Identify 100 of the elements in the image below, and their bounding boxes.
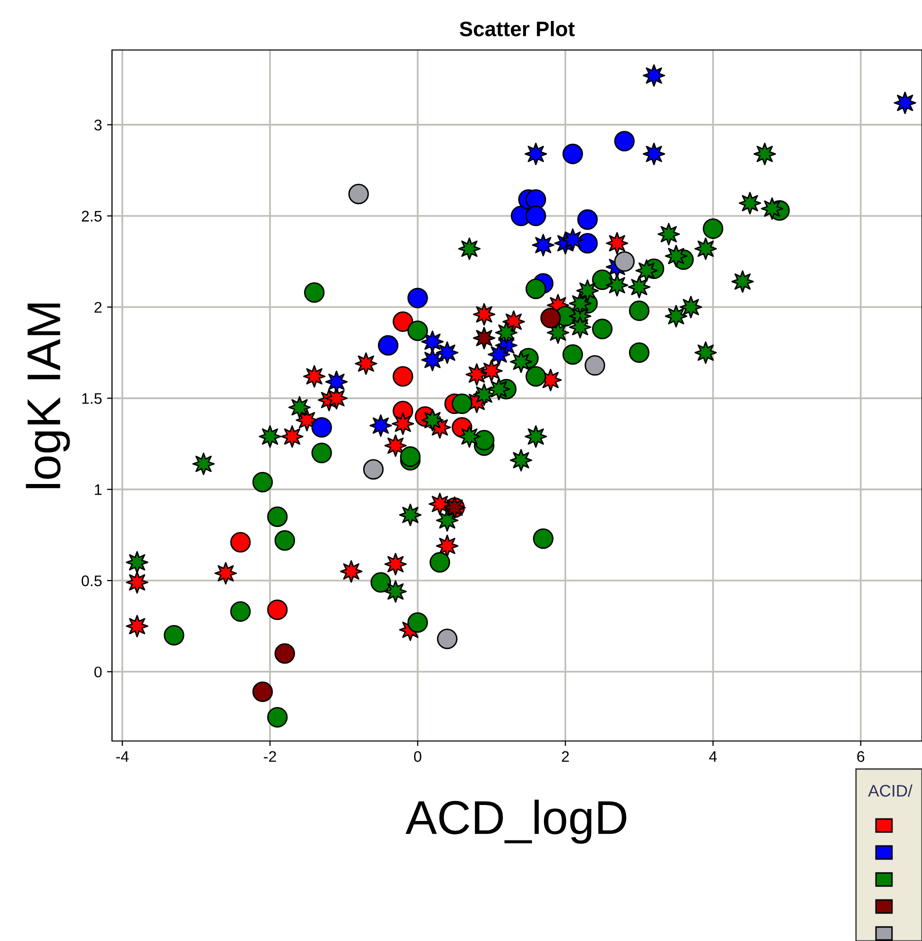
point — [430, 552, 450, 573]
point — [894, 92, 916, 114]
point — [363, 459, 384, 480]
point — [288, 396, 311, 419]
point — [384, 434, 407, 457]
point — [280, 425, 304, 448]
point — [252, 472, 273, 492]
point — [436, 628, 458, 650]
point — [510, 448, 532, 472]
point — [577, 232, 598, 254]
point — [164, 624, 184, 646]
point — [378, 335, 398, 356]
point — [458, 238, 481, 260]
point — [510, 350, 532, 373]
point — [592, 269, 613, 290]
point — [252, 682, 273, 702]
point — [738, 192, 762, 214]
point — [472, 303, 496, 326]
point — [480, 360, 503, 382]
y-tick-label: 0 — [94, 666, 102, 678]
point — [614, 251, 635, 272]
point — [311, 417, 332, 438]
point — [642, 64, 666, 87]
point — [267, 599, 288, 620]
point — [230, 601, 251, 622]
y-tick-label: 2.5 — [82, 210, 102, 222]
point — [628, 342, 650, 363]
point — [230, 532, 251, 553]
point — [694, 341, 717, 364]
point — [407, 288, 428, 308]
point — [488, 343, 510, 366]
point — [584, 355, 606, 376]
point — [421, 408, 444, 432]
point — [526, 189, 546, 210]
point — [340, 560, 362, 583]
point — [526, 206, 546, 226]
point — [532, 528, 554, 549]
point — [635, 259, 658, 282]
point — [458, 425, 481, 448]
point — [258, 425, 282, 448]
point — [407, 612, 428, 633]
point — [614, 130, 635, 152]
point — [472, 326, 496, 350]
point — [474, 430, 494, 450]
point — [524, 425, 548, 448]
point — [568, 292, 592, 315]
point — [606, 232, 628, 254]
point — [267, 707, 288, 728]
x-tick-label: 6 — [857, 751, 864, 762]
point — [524, 142, 548, 166]
point — [576, 279, 599, 302]
point — [466, 363, 488, 386]
y-tick-label: 1.5 — [82, 393, 102, 404]
point — [370, 414, 392, 437]
point — [658, 222, 680, 246]
point — [354, 352, 378, 375]
x-tick-label: -4 — [116, 751, 129, 762]
point — [702, 218, 724, 239]
x-tick-label: -2 — [264, 751, 276, 762]
point — [421, 330, 444, 353]
point — [664, 304, 688, 328]
y-tick-label: 2 — [94, 302, 102, 313]
point — [694, 238, 717, 260]
point — [628, 276, 650, 298]
chart-title: Scatter Plot — [460, 21, 575, 36]
point — [267, 506, 288, 528]
point — [664, 244, 688, 268]
point — [642, 142, 666, 166]
point — [214, 562, 237, 584]
point — [495, 321, 518, 344]
point — [304, 282, 325, 303]
point — [399, 504, 422, 526]
point — [370, 572, 392, 593]
point — [526, 366, 546, 387]
text: ACID/ — [868, 784, 912, 797]
point — [311, 442, 332, 464]
point — [526, 278, 546, 300]
x-tick-label: 0 — [414, 751, 422, 762]
point — [680, 296, 702, 318]
y-tick-label: 3 — [94, 120, 102, 130]
point — [540, 308, 561, 328]
point — [488, 378, 510, 400]
y-tick-label: 1 — [94, 484, 102, 495]
point — [452, 393, 472, 414]
point — [384, 580, 407, 603]
point — [348, 184, 369, 204]
y-axis-title: logK IAM — [26, 304, 70, 488]
point — [606, 274, 628, 296]
point — [192, 452, 215, 476]
point — [760, 197, 784, 220]
point — [592, 318, 613, 340]
point — [568, 316, 592, 338]
point — [421, 348, 444, 372]
point — [274, 530, 296, 551]
x-axis-title: ACD_logD — [406, 800, 626, 844]
point — [628, 300, 650, 321]
y-tick-label: 0.5 — [82, 575, 102, 586]
x-tick-label: 2 — [562, 751, 569, 762]
point — [532, 234, 554, 256]
point — [436, 534, 458, 558]
